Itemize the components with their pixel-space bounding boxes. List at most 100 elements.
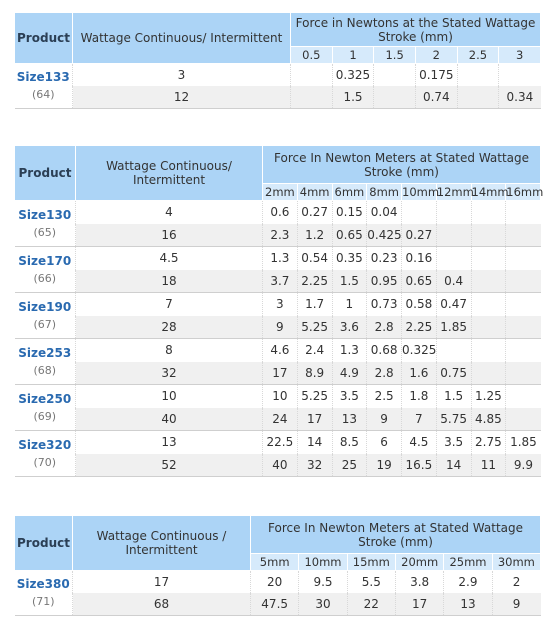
empty-cell (373, 86, 416, 109)
empty-cell (456, 86, 499, 109)
force-cell: 2.75 (470, 430, 506, 454)
empty-cell (435, 246, 471, 270)
wattage-cell: 18 (75, 269, 263, 293)
empty-cell (505, 384, 541, 408)
stroke-header: 2mm (262, 183, 298, 201)
force-cell: 1.5 (331, 269, 367, 293)
product-name: Size130 (18, 207, 72, 222)
product-cell: Size380 (71) (14, 570, 73, 616)
force-cell: 9 (262, 315, 298, 339)
force-cell: 10 (262, 384, 298, 408)
force-cell: 20 (249, 570, 299, 593)
data-row: 32 17 8.9 4.9 2.8 1.6 0.75 (15, 361, 541, 385)
empty-cell (505, 200, 541, 224)
empty-cell (470, 200, 506, 224)
force-cell: 4.9 (331, 361, 367, 385)
stroke-header: 12mm (435, 183, 474, 201)
stroke-header: 8mm (366, 183, 402, 201)
stroke-header: 1 (331, 46, 375, 64)
empty-cell (470, 361, 506, 385)
wattage-cell: 4 (75, 200, 263, 224)
force-cell: 19 (366, 453, 402, 477)
stroke-header: 25mm (443, 553, 493, 571)
stroke-header: 15mm (346, 553, 396, 571)
product-code: (67) (33, 317, 57, 331)
force-cell: 0.73 (366, 292, 402, 316)
empty-cell (470, 246, 506, 270)
empty-cell (505, 407, 541, 431)
product-code: (68) (33, 363, 57, 377)
product-code: (71) (31, 595, 55, 608)
stroke-header: 4mm (296, 183, 333, 201)
empty-cell (505, 292, 541, 316)
wattage-cell: 52 (75, 453, 263, 477)
force-cell: 9 (491, 593, 541, 616)
force-cell: 9 (366, 407, 402, 431)
force-cell: 0.6 (262, 200, 298, 224)
wattage-cell: 13 (75, 430, 263, 454)
empty-cell (470, 292, 506, 316)
empty-cell (505, 315, 541, 339)
empty-cell (470, 315, 506, 339)
force-cell: 17 (394, 593, 444, 616)
empty-cell (505, 223, 541, 247)
force-cell: 0.175 (414, 63, 458, 86)
product-cell: Size130 (65) (14, 200, 76, 247)
stroke-header: 10mm (298, 553, 348, 571)
product-name: Size253 (18, 345, 72, 360)
product-header: Product (14, 515, 73, 571)
force-header: Force In Newton Meters at Stated Wattage… (249, 515, 542, 554)
force-cell: 1.3 (331, 338, 367, 362)
force-cell: 7 (401, 407, 437, 431)
force-cell: 4.85 (470, 407, 506, 431)
empty-cell (498, 63, 541, 86)
empty-cell (290, 86, 333, 109)
stroke-header: 2 (414, 46, 458, 64)
force-cell: 25 (331, 453, 367, 477)
force-cell: 40 (262, 453, 298, 477)
force-cell: 0.54 (296, 246, 332, 270)
product-name: Size250 (18, 391, 72, 406)
force-cell: 2.4 (296, 338, 332, 362)
force-cell: 32 (296, 453, 332, 477)
wattage-cell: 8 (75, 338, 263, 362)
data-row: 40 24 17 13 9 7 5.75 4.85 (15, 407, 541, 431)
data-row: Size380 (71) 17 20 9.5 5.5 3.8 2.9 2 (14, 570, 541, 616)
wattage-cell: 16 (75, 223, 263, 247)
force-cell: 2.5 (366, 384, 402, 408)
header-row: Product Wattage Continuous / Intermittent… (14, 515, 542, 571)
empty-cell (435, 223, 471, 247)
stroke-header: 6mm (331, 183, 368, 201)
product-name: Size190 (18, 299, 72, 314)
data-row: Size320 (70) 13 22.5 14 8.5 6 4.5 3.5 2.75 1.85 (14, 430, 541, 477)
wattage-cell: 32 (75, 361, 263, 385)
force-cell: 1.25 (470, 384, 506, 408)
wattage-header: Wattage Continuous/ Intermittent (75, 145, 263, 201)
stroke-header: 3 (498, 46, 542, 64)
wattage-cell: 40 (75, 407, 263, 431)
product-code: (70) (33, 455, 57, 469)
stroke-header: 10mm (401, 183, 440, 201)
product-name: Size380 (16, 577, 70, 591)
wattage-cell: 17 (72, 570, 251, 593)
empty-cell (435, 200, 471, 224)
stroke-header: 0.5 (290, 46, 333, 64)
force-cell: 11 (470, 453, 506, 477)
force-cell: 0.325 (401, 338, 436, 362)
wattage-cell: 68 (72, 593, 251, 616)
force-cell: 13 (331, 407, 367, 431)
force-cell: 2.9 (443, 570, 493, 593)
data-row: Size190 (67) 7 3 1.7 1 0.73 0.58 0.47 (14, 292, 541, 339)
data-row: Size253 (68) 8 4.6 2.4 1.3 0.68 0.325 (14, 338, 541, 385)
force-cell: 5.25 (296, 315, 332, 339)
data-row: Size130 (65) 4 0.6 0.27 0.15 0.04 (14, 200, 541, 247)
product-name: Size320 (18, 437, 72, 452)
force-cell: 4.6 (262, 338, 298, 362)
force-cell: 8.9 (296, 361, 332, 385)
empty-cell (456, 63, 499, 86)
force-cell: 1 (331, 292, 367, 316)
force-cell: 0.15 (331, 200, 367, 224)
wattage-cell: 10 (75, 384, 263, 408)
force-cell: 0.65 (331, 223, 367, 247)
